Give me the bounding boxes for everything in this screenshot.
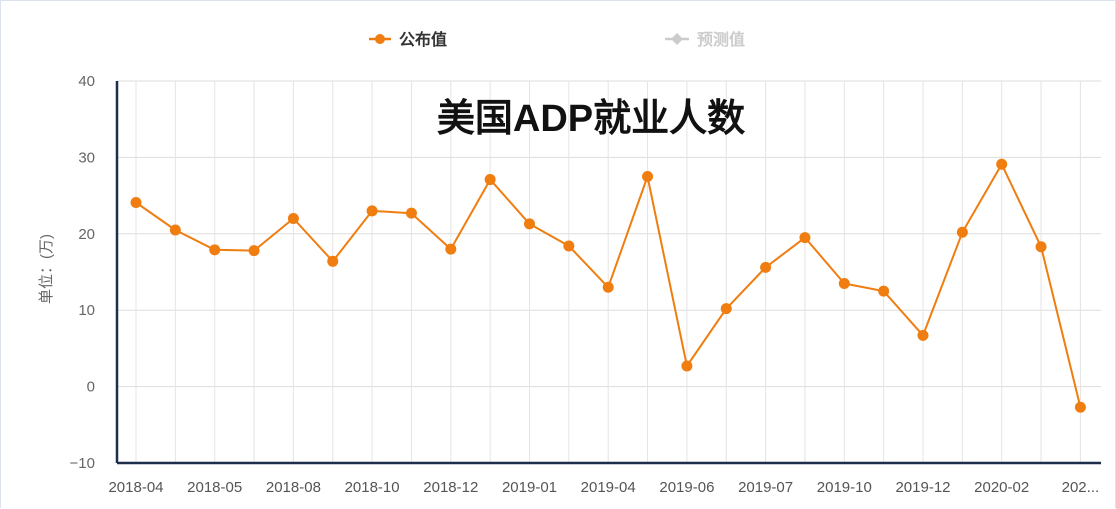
data-point [524, 218, 535, 230]
x-tick-label: 2018-12 [423, 479, 478, 496]
data-point [681, 360, 693, 372]
x-tick-label: 2020-02 [974, 479, 1029, 496]
legend-item-forecast[interactable]: 预测值 [665, 30, 745, 49]
data-point [366, 205, 378, 217]
y-axis-label: 单位：(万) [38, 234, 55, 304]
y-tick-label: 0 [87, 379, 95, 396]
data-point [169, 224, 181, 236]
legend-item-published[interactable]: 公布值 [369, 30, 447, 49]
chart-title: 美国ADP就业人数 [437, 98, 745, 140]
y-axis-ticks: 40 30 20 10 0 −10 [70, 73, 95, 472]
data-point [248, 245, 260, 257]
data-point [327, 255, 339, 267]
data-point [602, 281, 614, 293]
x-tick-label: 202... [1062, 479, 1100, 496]
x-tick-label: 2018-04 [108, 479, 163, 496]
legend-diamond-forecast-icon [671, 33, 683, 45]
legend-label-forecast: 预测值 [697, 30, 745, 49]
data-point [130, 196, 142, 208]
x-tick-label: 2018-05 [187, 479, 242, 496]
legend: 公布值 预测值 [369, 30, 745, 49]
x-tick-label: 2019-12 [895, 479, 950, 496]
data-point [760, 261, 772, 273]
data-point [996, 158, 1008, 170]
data-point [878, 285, 890, 297]
data-point [405, 207, 417, 219]
data-point [1035, 241, 1047, 253]
x-tick-label: 2019-07 [738, 479, 793, 496]
y-tick-label: −10 [70, 455, 95, 472]
data-point [838, 277, 850, 289]
data-point [956, 226, 968, 238]
y-tick-label: 10 [78, 302, 95, 319]
axes [115, 81, 1101, 465]
legend-label-published: 公布值 [399, 30, 447, 49]
x-tick-label: 2019-06 [659, 479, 714, 496]
y-tick-label: 40 [78, 73, 95, 90]
x-tick-label: 2019-10 [817, 479, 872, 496]
data-point [642, 171, 654, 182]
x-tick-label: 2018-08 [266, 479, 321, 496]
data-point [1074, 401, 1086, 413]
y-tick-label: 20 [78, 226, 95, 243]
x-tick-label: 2019-01 [502, 479, 557, 496]
y-tick-label: 30 [78, 149, 95, 166]
data-point [287, 213, 299, 225]
legend-dot-published-icon [375, 34, 385, 44]
data-point [209, 244, 221, 256]
x-axis-ticks: 2018-04 2018-05 2018-08 2018-10 2018-12 2019-… [108, 479, 1099, 496]
data-point [799, 232, 811, 244]
data-point [917, 329, 929, 341]
data-point [563, 240, 575, 252]
series-layer [130, 158, 1086, 413]
x-tick-label: 2018-10 [345, 479, 400, 496]
data-point [720, 303, 732, 315]
data-point [445, 243, 457, 255]
x-tick-label: 2019-04 [581, 479, 636, 496]
data-point [484, 174, 496, 186]
